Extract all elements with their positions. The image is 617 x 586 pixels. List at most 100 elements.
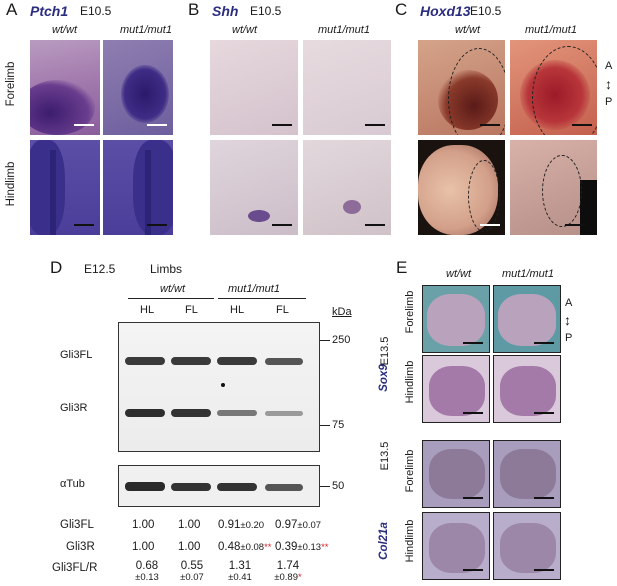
scale-bar xyxy=(463,569,483,571)
band-gli3fl-lane1 xyxy=(125,357,165,365)
lane-4-label: FL xyxy=(276,304,289,316)
scale-bar xyxy=(147,224,167,226)
sox9-mut-hindlimb-image xyxy=(493,355,561,423)
band-gli3r-lane2 xyxy=(171,409,211,417)
sox9-wt-forelimb-image xyxy=(422,285,490,353)
band-gli3r-lane1 xyxy=(125,409,165,417)
scale-bar xyxy=(480,224,500,226)
scale-bar xyxy=(565,224,585,226)
ptch1-wt-forelimb-image xyxy=(30,40,100,135)
lane-1-label: HL xyxy=(140,304,155,316)
hoxd13-wt-hindlimb-image xyxy=(418,140,505,235)
shh-wt-hindlimb-image xyxy=(210,140,298,235)
panel-e-col2: mut1/mut1 xyxy=(502,268,554,280)
lane-3-label: HL xyxy=(230,304,245,316)
col21a-mut-forelimb-image xyxy=(493,440,561,508)
quant-gli3r-2: 1.00 xyxy=(178,541,201,553)
panel-d-stage: E12.5 xyxy=(84,262,116,276)
quant-ratio-1: 0.68 ±0.13 xyxy=(135,560,159,583)
panel-e-row1: Forelimb xyxy=(404,290,416,334)
band-label-tubulin: αTub xyxy=(60,478,85,490)
scale-bar xyxy=(74,124,94,126)
shh-wt-forelimb-image xyxy=(210,40,298,135)
group1-label: wt/wt xyxy=(160,283,186,295)
band-gli3fl-lane3 xyxy=(217,357,257,365)
band-gli3r-lane4 xyxy=(265,411,303,416)
band-gli3fl-lane2 xyxy=(171,357,211,365)
quant-gli3fl-3: 0.91±0.20 xyxy=(218,519,265,531)
panel-a-col1: wt/wt xyxy=(52,24,78,36)
panel-c-gene: Hoxd13 xyxy=(420,3,471,19)
quant-ratio-2: 0.55 ±0.07 xyxy=(180,560,204,583)
panel-a-stage: E10.5 xyxy=(80,4,112,18)
ptch1-mut-hindlimb-image xyxy=(103,140,173,235)
quant-gli3r-4: 0.39±0.13** xyxy=(275,541,329,553)
panel-a-letter: A xyxy=(6,0,18,19)
axis-posterior-label: P xyxy=(605,96,613,108)
scale-bar xyxy=(272,124,292,126)
ap-arrow-icon: ↕ xyxy=(605,76,612,92)
band-tub-lane1 xyxy=(125,482,165,491)
scale-bar xyxy=(365,124,385,126)
shh-mut-hindlimb-image xyxy=(303,140,391,235)
e-axis-posterior-label: P xyxy=(565,332,573,344)
panel-b-stage: E10.5 xyxy=(250,4,282,18)
panel-c-letter: C xyxy=(395,0,408,19)
quant-gli3fl-2: 1.00 xyxy=(178,519,201,531)
hoxd13-mut-hindlimb-image xyxy=(510,140,597,235)
panel-a-gene: Ptch1 xyxy=(30,3,69,19)
panel-e-col1: wt/wt xyxy=(446,268,472,280)
marker-50: 50 xyxy=(332,480,345,492)
panel-d-letter: D xyxy=(50,258,63,277)
panel-b-letter: B xyxy=(188,0,200,19)
band-gli3r-lane3 xyxy=(217,410,257,416)
quant-gli3fl-1: 1.00 xyxy=(132,519,155,531)
panel-c-col1: wt/wt xyxy=(455,24,481,36)
band-tub-lane4 xyxy=(265,484,303,491)
marker-75: 75 xyxy=(332,419,345,431)
scale-bar xyxy=(480,124,500,126)
panel-a-col2: mut1/mut1 xyxy=(120,24,172,36)
quant-gli3r-3: 0.48±0.08** xyxy=(218,541,272,553)
sox9-mut-forelimb-image xyxy=(493,285,561,353)
marker-250: 250 xyxy=(332,334,351,346)
panel-c-stage: E10.5 xyxy=(470,4,502,18)
shh-mut-forelimb-image xyxy=(303,40,391,135)
e-ap-arrow-icon: ↕ xyxy=(564,312,571,328)
panel-e-row4: Hindlimb xyxy=(404,519,416,563)
panel-b-col1: wt/wt xyxy=(232,24,258,36)
scale-bar xyxy=(147,124,167,126)
group2-line xyxy=(218,298,306,299)
band-tub-lane2 xyxy=(171,483,211,491)
panel-e-stage2: E13.5 xyxy=(379,441,391,471)
scale-bar xyxy=(365,224,385,226)
scale-bar xyxy=(572,124,592,126)
band-label-gli3fl: Gli3FL xyxy=(60,349,93,361)
panel-e-letter: E xyxy=(396,258,408,277)
group1-line xyxy=(128,298,214,299)
scale-bar xyxy=(74,224,94,226)
quant-row-label-gli3fl: Gli3FL xyxy=(60,519,94,531)
western-blot-tubulin xyxy=(118,465,320,507)
scale-bar xyxy=(534,497,554,499)
scale-bar xyxy=(534,342,554,344)
quant-ratio-3: 1.31 ±0.41 xyxy=(228,560,252,583)
scale-bar xyxy=(463,342,483,344)
scale-bar xyxy=(463,412,483,414)
scale-bar xyxy=(534,412,554,414)
panel-e-gene2: Col21a xyxy=(378,522,390,560)
hoxd13-wt-forelimb-image xyxy=(418,40,505,135)
group2-label: mut1/mut1 xyxy=(228,283,280,295)
panel-b-gene: Shh xyxy=(212,3,239,19)
quant-row-label-gli3r: Gli3R xyxy=(66,541,95,553)
panel-d-tissue: Limbs xyxy=(150,262,183,276)
panel-c-col2: mut1/mut1 xyxy=(525,24,577,36)
panel-b-col2: mut1/mut1 xyxy=(318,24,370,36)
panel-a-row2: Hindlimb xyxy=(5,161,17,207)
quant-ratio-4: 1.74 ±0.89* xyxy=(274,560,302,583)
ptch1-mut-forelimb-image xyxy=(103,40,173,135)
panel-e-row2: Hindlimb xyxy=(404,360,416,404)
ptch1-wt-hindlimb-image xyxy=(30,140,100,235)
band-gli3fl-lane4 xyxy=(265,358,303,365)
panel-e-gene1: Sox9 xyxy=(378,364,390,392)
